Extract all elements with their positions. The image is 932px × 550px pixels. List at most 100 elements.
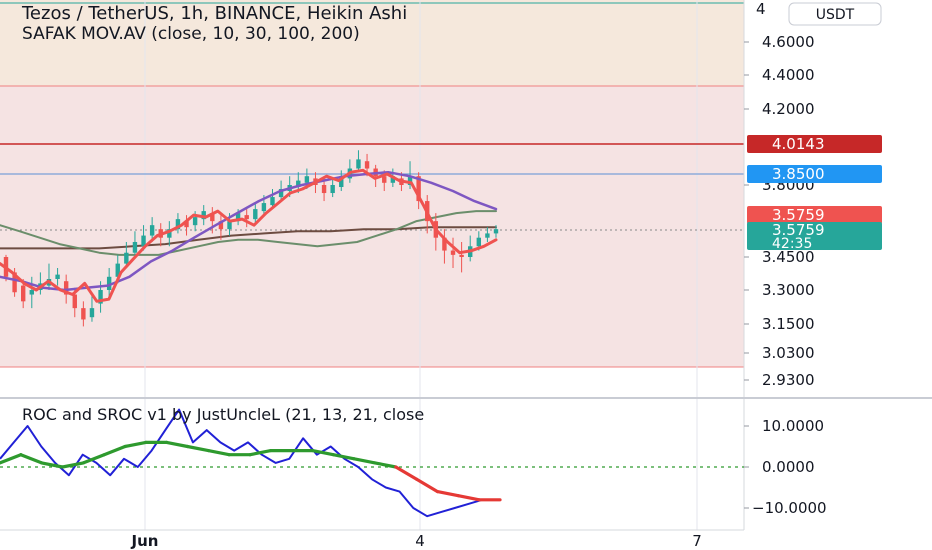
- sroc-segment: [373, 461, 398, 469]
- sroc-segment: [40, 461, 65, 469]
- candle: [184, 215, 189, 236]
- price-tick-label: 3.0300: [762, 344, 815, 362]
- candle-body: [450, 250, 456, 255]
- ma-mid-line: [0, 170, 498, 292]
- osc-tick-label: −10.0000: [752, 499, 827, 517]
- oscillator-title: ROC and SROC v1 by JustUncleL (21, 13, 2…: [22, 405, 424, 424]
- candle-body: [235, 213, 241, 222]
- ma-price-tag: 3.5759: [747, 206, 882, 224]
- ma-fast-series: [0, 168, 498, 303]
- candle-body: [339, 176, 344, 188]
- price-tick-partial: 4: [756, 0, 766, 18]
- osc-tick-label: 10.0000: [762, 417, 824, 435]
- candle: [89, 294, 95, 322]
- candle: [149, 217, 155, 242]
- candle: [244, 209, 249, 228]
- sroc-segment: [165, 440, 190, 449]
- candle-body: [321, 185, 327, 194]
- candle: [330, 178, 335, 198]
- sroc-segment: [0, 453, 23, 465]
- candle-body: [493, 229, 499, 234]
- countdown-label: 42:35: [772, 236, 812, 252]
- candle-body: [29, 290, 34, 295]
- osc-tick-label: 0.0000: [762, 458, 815, 476]
- line-price-tag[interactable]: 4.0143: [747, 135, 882, 153]
- candle-body: [442, 237, 447, 251]
- candle-body: [390, 176, 396, 183]
- ma-slow-series: [0, 210, 497, 256]
- candle: [167, 221, 172, 247]
- candle-body: [218, 221, 224, 230]
- candle-body: [98, 290, 103, 304]
- currency-button-frame[interactable]: [788, 2, 882, 26]
- candle-body: [20, 285, 26, 302]
- candle: [55, 268, 60, 286]
- candle-body: [304, 176, 310, 183]
- roc-line: [0, 408, 496, 518]
- sroc-segment: [206, 449, 231, 457]
- price-tick-label: 4.2000: [762, 100, 815, 118]
- candle-body: [167, 229, 172, 238]
- candle: [339, 170, 344, 192]
- lower-zone: [0, 86, 744, 367]
- candle: [210, 207, 215, 234]
- candle-body: [407, 176, 413, 185]
- osc-axis-ticks: 10.0000 0.0000 −10.0000: [744, 417, 827, 517]
- candle-body: [149, 225, 155, 236]
- sroc-segment: [102, 444, 127, 457]
- line-price-tag[interactable]: 3.8500: [747, 165, 882, 183]
- candle: [81, 301, 86, 327]
- candle-body: [330, 185, 335, 194]
- candle: [124, 241, 129, 268]
- sroc-segment: [60, 461, 85, 469]
- candle-body: [63, 281, 69, 295]
- candle: [450, 237, 456, 268]
- price-tag-bg: [747, 222, 882, 250]
- price-tick-label: 4.6000: [762, 33, 815, 51]
- price-tag-bg: [747, 165, 882, 183]
- candle-body: [12, 272, 17, 293]
- candle-body: [227, 221, 232, 230]
- candle-body: [364, 161, 370, 169]
- ma-slow-line: [0, 210, 497, 256]
- candle: [29, 276, 34, 309]
- currency-button[interactable]: USDT: [788, 2, 882, 26]
- candle-body: [192, 217, 198, 226]
- candle-body: [382, 176, 387, 183]
- indicator-title: SAFAK MOV.AV (close, 10, 30, 100, 200): [22, 24, 360, 44]
- candle: [201, 205, 206, 226]
- price-tick-label: 2.9300: [762, 371, 815, 389]
- candle-body: [210, 213, 215, 222]
- candle-body: [175, 219, 181, 230]
- sroc-segment: [248, 449, 273, 457]
- candle-body: [356, 159, 361, 169]
- sroc-segment: [352, 457, 377, 465]
- time-tick-label: Jun: [131, 532, 159, 550]
- price-tick-label: 4.4000: [762, 66, 815, 84]
- candle: [356, 150, 361, 173]
- price-tick-label: 3.1500: [762, 315, 815, 333]
- candle-body: [124, 252, 129, 264]
- candle-body: [459, 254, 464, 257]
- sroc-segment: [394, 465, 419, 481]
- candle-body: [115, 263, 120, 277]
- candle: [321, 178, 327, 202]
- sroc-segment: [310, 449, 335, 457]
- candle: [485, 227, 490, 242]
- sroc-segment: [81, 453, 106, 465]
- time-tick-label: 7: [692, 532, 702, 550]
- candle-body: [81, 308, 86, 320]
- candle: [106, 268, 112, 297]
- candle: [218, 215, 224, 240]
- candle-body: [184, 221, 189, 228]
- candle-body: [485, 233, 490, 238]
- candle-body: [261, 203, 267, 212]
- candle-body: [278, 189, 284, 198]
- candle-body: [270, 197, 275, 206]
- currency-button-label[interactable]: USDT: [816, 7, 855, 23]
- candle-body: [132, 241, 138, 253]
- ma-fast-line: [0, 168, 498, 303]
